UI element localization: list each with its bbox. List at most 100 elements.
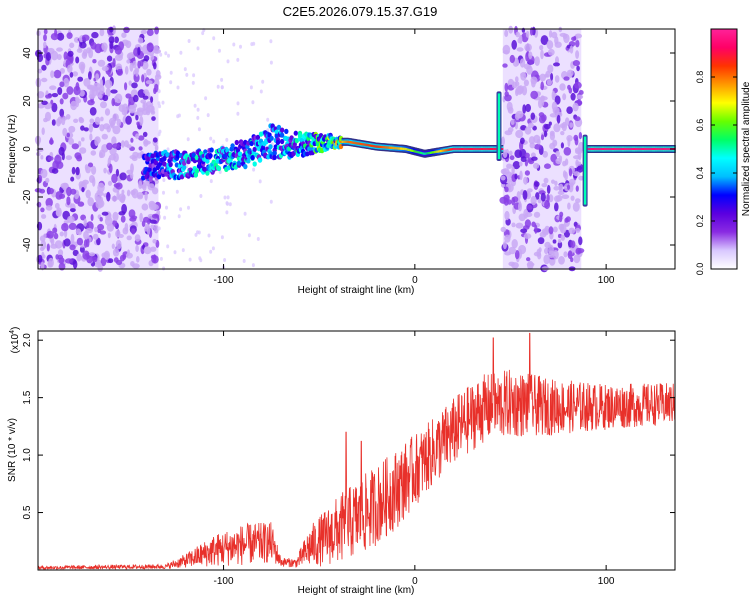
spectrogram-signal-core — [462, 147, 465, 151]
spectrogram-faint-speckle — [163, 215, 167, 220]
spectrogram-signal-core — [660, 147, 663, 151]
spectrogram-noise-speckle — [53, 232, 59, 240]
spectrogram-faint-speckle — [269, 60, 273, 65]
spectrogram-noise-speckle — [547, 48, 555, 56]
spectrogram-noise-speckle — [75, 166, 80, 176]
spectrogram-noise-speckle — [512, 161, 521, 170]
spectrogram-noise-speckle — [515, 222, 524, 229]
spectrogram-signal-core — [491, 147, 493, 151]
spectrogram-signal-core — [618, 147, 621, 151]
spectrogram-noise-speckle — [73, 85, 81, 96]
spectrogram-signal-cell — [257, 157, 263, 163]
spectrogram-noise-speckle — [572, 202, 580, 212]
spectrogram-signal-core — [424, 152, 427, 155]
spectrogram-signal-core — [616, 147, 618, 151]
spectrogram-signal-cell — [148, 162, 153, 168]
spectrogram-signal-core — [589, 147, 592, 151]
spectrogram-faint-speckle — [236, 111, 240, 116]
spectrogram-faint-speckle — [251, 100, 255, 105]
spectrogram-noise-speckle — [538, 112, 545, 118]
spectrogram-noise-speckle — [112, 211, 119, 221]
spectrogram-faint-speckle — [204, 96, 208, 101]
spectrogram-noise-speckle — [515, 31, 520, 38]
snr-x-tick-label: -100 — [214, 576, 234, 587]
spectrogram-signal-core — [626, 147, 629, 151]
spectrogram-signal-core — [659, 147, 662, 151]
spectrogram-signal-core — [456, 147, 458, 151]
spectrogram-signal-core — [635, 147, 637, 151]
spectrogram-noise-speckle — [126, 189, 131, 197]
spectrogram-signal-core — [622, 147, 625, 151]
spectrogram-signal-core — [653, 147, 655, 151]
spectrogram-signal-core — [488, 147, 491, 151]
colorbar-gradient — [710, 28, 738, 270]
spectrogram-noise-speckle — [114, 46, 122, 55]
spectrogram-faint-speckle — [223, 258, 227, 262]
spectrogram-signal-cell — [255, 134, 261, 140]
spectrogram-noise-speckle — [572, 60, 581, 67]
spectrogram-signal-core — [630, 147, 633, 151]
spectrogram-signal-cell — [216, 165, 222, 172]
spectrogram-signal-core — [443, 149, 446, 152]
spectrogram-noise-speckle — [527, 122, 534, 129]
spectrogram-noise-speckle — [71, 143, 80, 150]
spectrogram-noise-speckle — [563, 251, 568, 258]
spectrogram-noise-speckle — [106, 191, 111, 202]
spectrogram-signal-core — [588, 147, 591, 151]
spectrogram-noise-speckle — [570, 92, 576, 101]
spectrogram-noise-speckle — [146, 68, 152, 76]
spectrogram-noise-speckle — [37, 254, 43, 263]
spectrogram-noise-speckle — [124, 65, 129, 75]
spectrogram-noise-speckle — [131, 215, 138, 220]
spectrogram-faint-speckle — [197, 230, 201, 235]
spectrogram-noise-speckle — [518, 201, 522, 212]
spectrogram-y-tick-label: -20 — [22, 189, 33, 204]
spectrogram-noise-speckle — [107, 180, 113, 186]
spectrogram-signal-core — [607, 147, 610, 151]
spectrogram-signal-core — [390, 146, 392, 149]
spectrogram-signal-cell — [165, 152, 170, 158]
spectrogram-signal-cell — [168, 161, 173, 168]
spectrogram-noise-speckle — [553, 123, 561, 133]
spectrogram-noise-speckle — [126, 235, 132, 241]
spectrogram-noise-speckle — [51, 168, 59, 174]
spectrogram-signal-cell — [193, 172, 198, 178]
spectrogram-signal-cell — [156, 174, 162, 180]
spectrogram-noise-speckle — [137, 37, 144, 44]
spectrogram-noise-speckle — [53, 69, 62, 79]
spectrogram-noise-speckle — [82, 179, 89, 185]
spectrogram-noise-speckle — [524, 43, 532, 52]
spectrogram-signal-core — [478, 147, 481, 151]
spectrogram-noise-speckle — [552, 239, 557, 244]
spectrogram-signal-cell — [268, 144, 273, 150]
spectrogram-noise-speckle — [551, 31, 558, 39]
spectrogram-noise-speckle — [526, 257, 531, 262]
spectrogram-noise-speckle — [562, 170, 567, 178]
spectrogram-noise-speckle — [50, 33, 59, 41]
spectrogram-noise-speckle — [570, 240, 576, 249]
spectrogram-noise-speckle — [79, 89, 85, 97]
spectrogram-signal-core — [460, 147, 463, 151]
spectrogram-signal-cell — [243, 164, 248, 170]
spectrogram-noise-speckle — [62, 92, 69, 100]
spectrogram-noise-speckle — [576, 163, 584, 173]
spectrogram-signal-core — [663, 147, 666, 151]
spectrogram-noise-speckle — [103, 250, 110, 260]
snr-y-exponent-base: (x10 — [10, 333, 21, 353]
spectrogram-noise-speckle — [575, 247, 582, 255]
spectrogram-noise-speckle — [525, 103, 531, 113]
spectrogram-noise-speckle — [124, 82, 128, 91]
spectrogram-signal-core — [629, 147, 632, 151]
spectrogram-faint-speckle — [212, 36, 216, 41]
spectrogram-noise-speckle — [507, 199, 512, 205]
spectrogram-noise-speckle — [151, 213, 160, 219]
spectrogram-faint-speckle — [239, 44, 242, 49]
spectrogram-noise-speckle — [39, 246, 45, 252]
spectrogram-noise-speckle — [557, 190, 565, 195]
spectrogram-signal-cell — [252, 146, 257, 152]
spectrogram-noise-speckle — [125, 40, 132, 49]
spectrogram-signal-core — [489, 147, 492, 151]
spectrogram-noise-speckle — [568, 227, 576, 234]
spectrogram-signal-core — [608, 147, 611, 151]
spectrogram-signal-core — [473, 147, 475, 151]
